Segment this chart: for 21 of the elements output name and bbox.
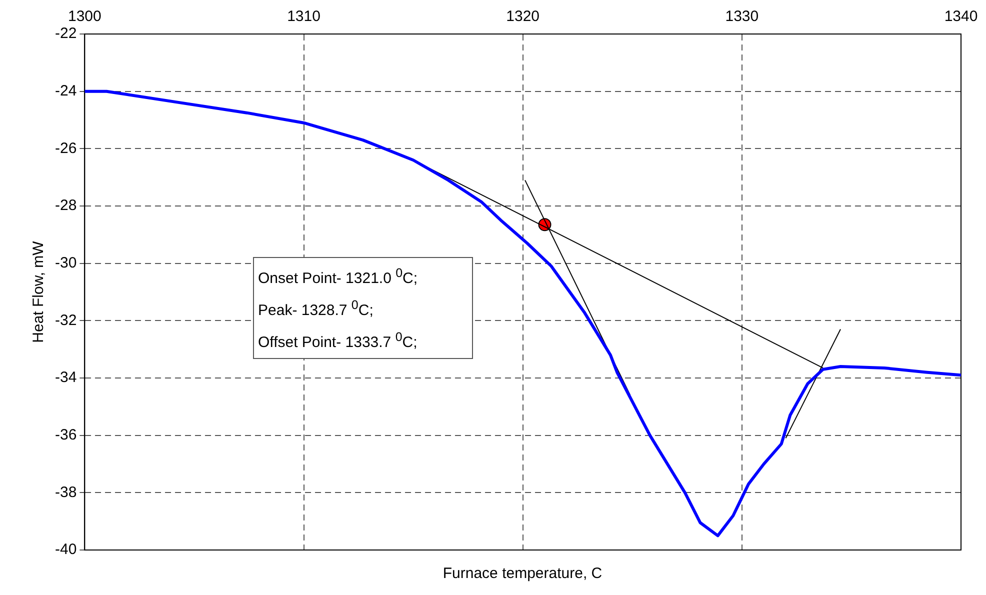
y-tick-label: -38 <box>54 484 77 501</box>
annotation: Offset Point- 1333.7 $^{0}$C; <box>258 329 418 353</box>
x-tick-label: 1340 <box>944 8 978 26</box>
annotation: Peak- 1328.7 $^{0}$C; <box>258 297 374 321</box>
x-axis-title: Furnace temperature, C <box>442 565 604 582</box>
x-tick-label: 1330 <box>725 8 759 26</box>
y-tick-label: -34 <box>54 369 77 386</box>
y-tick-label: -40 <box>54 541 77 558</box>
y-axis-title: Heat Flow, mW <box>30 240 48 343</box>
y-tick-label: -32 <box>54 312 77 329</box>
x-tick-label: 1310 <box>287 8 320 26</box>
y-tick-label: -36 <box>54 426 77 444</box>
x-tick-label: 1300 <box>68 8 102 26</box>
text-box: Onset Point- 1321.0 $^{0}$C; Peak- 1328.7 $^{0}$C; Offset Point- 1333.7 $^{0}$C; <box>253 257 473 359</box>
y-tick-label: -30 <box>54 254 77 272</box>
x-tick-label: 1320 <box>506 8 540 26</box>
y-tick-label: -24 <box>54 82 77 100</box>
y-tick-label: -28 <box>54 197 77 214</box>
y-tick-label: -22 <box>54 25 77 42</box>
y-tick-label: -26 <box>54 140 77 157</box>
annotation: Onset Point- 1321.0 $^{0}$C; <box>258 265 419 289</box>
